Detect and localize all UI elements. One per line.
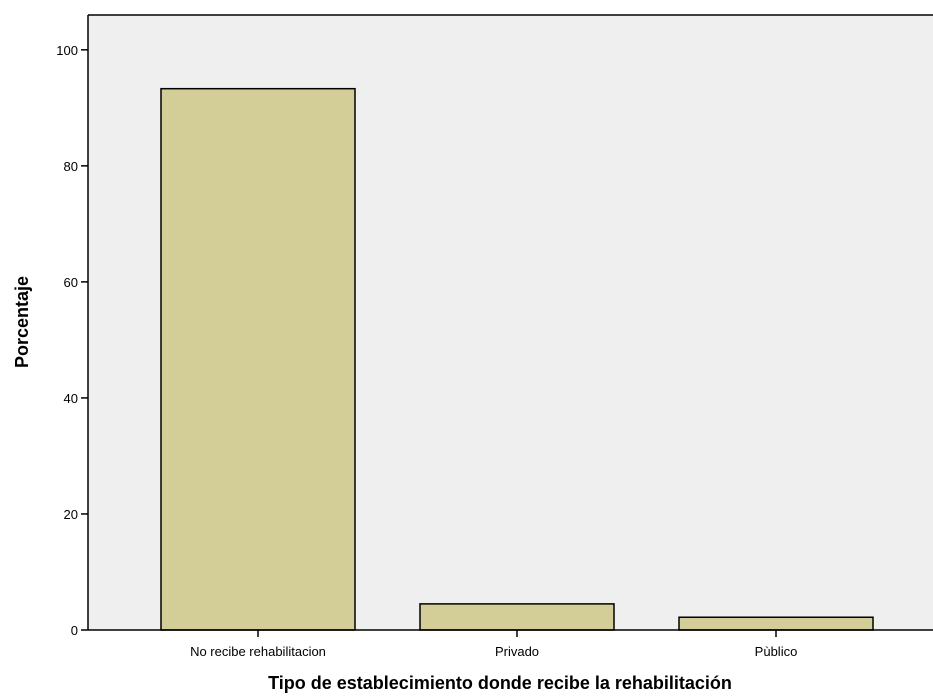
y-axis-title: Porcentaje <box>12 276 32 368</box>
y-tick-label: 100 <box>56 43 78 58</box>
bar <box>678 616 874 631</box>
x-tick-label: No recibe rehabilitacion <box>190 644 326 659</box>
bars-group <box>160 87 874 631</box>
x-tick-label: Privado <box>495 644 539 659</box>
y-tick-label: 60 <box>64 275 78 290</box>
y-tick-label: 0 <box>71 623 78 638</box>
y-tick-label: 40 <box>64 391 78 406</box>
bar <box>160 87 356 631</box>
y-tick-label: 80 <box>64 159 78 174</box>
x-tick-label: Pùblico <box>755 644 798 659</box>
x-axis-title: Tipo de establecimiento donde recibe la … <box>268 673 732 693</box>
x-axis-ticks: No recibe rehabilitacion Privado Pùblico <box>190 630 797 659</box>
y-axis-ticks: 0 20 40 60 80 100 <box>56 43 88 638</box>
bar <box>419 603 615 631</box>
y-tick-label: 20 <box>64 507 78 522</box>
